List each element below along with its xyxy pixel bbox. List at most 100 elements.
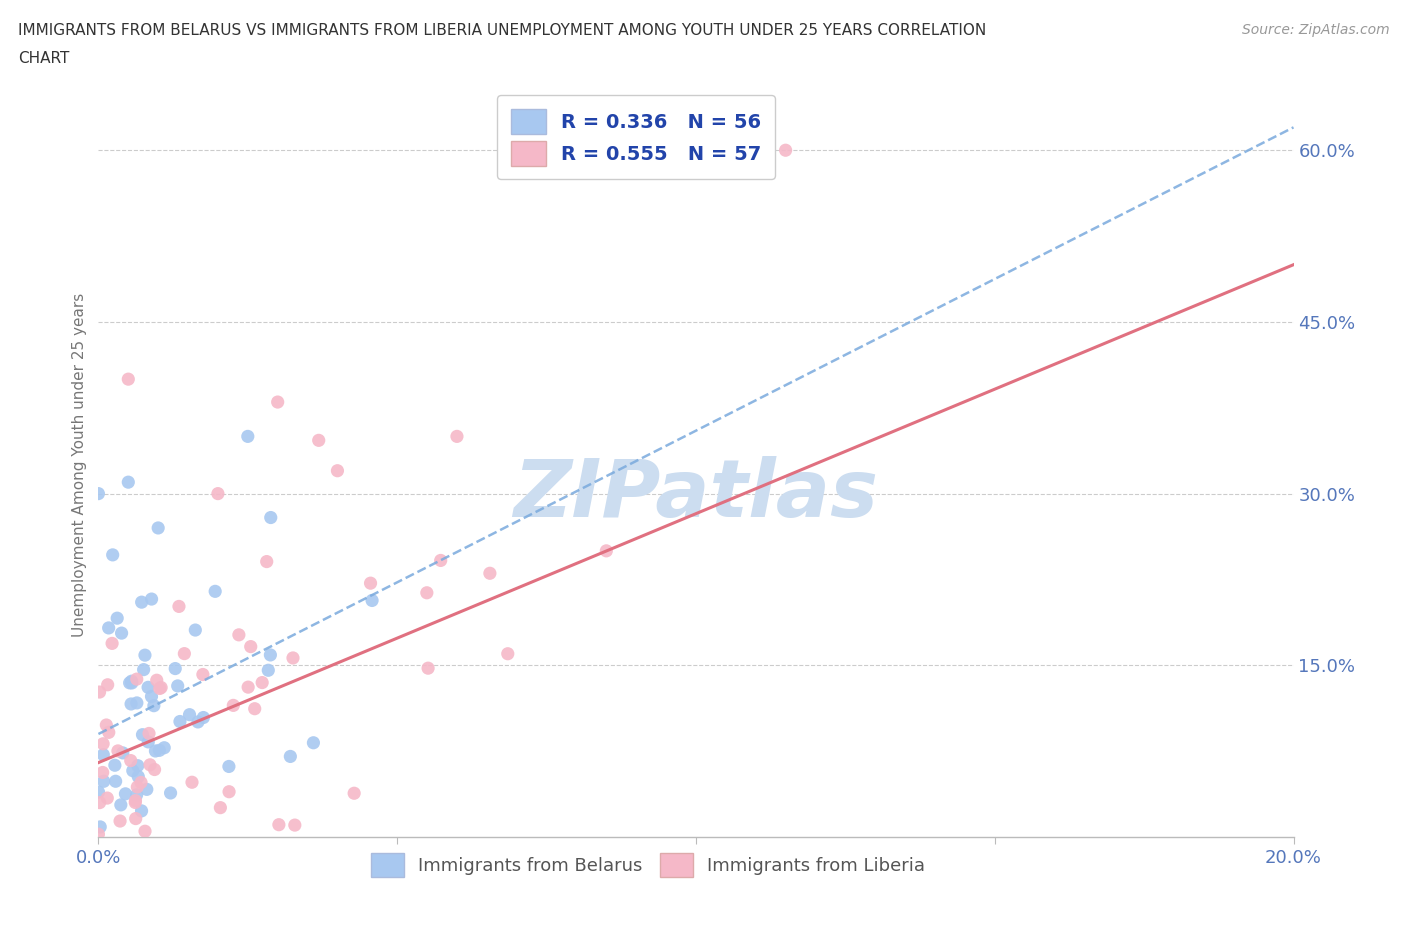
Point	[131, 727, 153, 742]
Point	[96, 790, 118, 805]
Point	[257, 663, 280, 678]
Point	[478, 565, 501, 580]
Point	[120, 697, 142, 711]
Point	[179, 707, 201, 722]
Point	[191, 667, 214, 682]
Point	[101, 636, 124, 651]
Point	[204, 584, 226, 599]
Point	[142, 698, 165, 713]
Point	[207, 486, 229, 501]
Point	[91, 765, 114, 780]
Point	[139, 757, 162, 772]
Point	[148, 743, 170, 758]
Point	[134, 824, 156, 839]
Point	[97, 724, 120, 739]
Point	[361, 593, 384, 608]
Point	[280, 749, 302, 764]
Point	[134, 647, 156, 662]
Point	[91, 737, 114, 751]
Point	[343, 786, 366, 801]
Point	[125, 788, 148, 803]
Point	[87, 785, 110, 800]
Point	[125, 671, 148, 686]
Point	[87, 827, 110, 842]
Point	[131, 594, 153, 609]
Point	[135, 782, 157, 797]
Point	[181, 775, 204, 790]
Point	[267, 394, 290, 409]
Point	[96, 718, 118, 733]
Point	[120, 753, 142, 768]
Text: CHART: CHART	[18, 51, 70, 66]
Point	[117, 372, 139, 387]
Point	[107, 743, 129, 758]
Point	[149, 681, 172, 696]
Point	[173, 646, 195, 661]
Point	[101, 548, 124, 563]
Point	[259, 647, 281, 662]
Point	[260, 510, 283, 525]
Point	[166, 679, 188, 694]
Point	[218, 759, 240, 774]
Point	[218, 784, 240, 799]
Point	[121, 675, 143, 690]
Point	[104, 758, 127, 773]
Point	[124, 795, 146, 810]
Point	[89, 684, 111, 699]
Point	[141, 591, 163, 606]
Point	[121, 673, 143, 688]
Point	[114, 787, 136, 802]
Y-axis label: Unemployment Among Youth under 25 years: Unemployment Among Youth under 25 years	[72, 293, 87, 637]
Point	[326, 463, 349, 478]
Point	[167, 599, 190, 614]
Point	[267, 817, 290, 832]
Point	[145, 744, 167, 759]
Point	[429, 553, 451, 568]
Point	[89, 795, 111, 810]
Point	[93, 774, 115, 789]
Point	[236, 429, 259, 444]
Point	[446, 429, 468, 444]
Point	[97, 620, 120, 635]
Point	[184, 622, 207, 637]
Point	[141, 689, 163, 704]
Point	[159, 786, 181, 801]
Point	[169, 714, 191, 729]
Point	[104, 774, 127, 789]
Point	[125, 696, 148, 711]
Point	[165, 661, 187, 676]
Point	[416, 660, 439, 675]
Text: IMMIGRANTS FROM BELARUS VS IMMIGRANTS FROM LIBERIA UNEMPLOYMENT AMONG YOUTH UNDE: IMMIGRANTS FROM BELARUS VS IMMIGRANTS FR…	[18, 23, 987, 38]
Point	[595, 543, 617, 558]
Point	[121, 764, 143, 778]
Point	[281, 650, 304, 665]
Point	[145, 672, 167, 687]
Point	[127, 779, 149, 794]
Point	[153, 740, 176, 755]
Point	[97, 677, 120, 692]
Point	[222, 698, 245, 712]
Text: Source: ZipAtlas.com: Source: ZipAtlas.com	[1241, 23, 1389, 37]
Point	[136, 735, 159, 750]
Point	[209, 800, 232, 815]
Point	[239, 639, 262, 654]
Point	[256, 554, 278, 569]
Point	[118, 675, 141, 690]
Point	[111, 746, 134, 761]
Point	[775, 143, 797, 158]
Point	[308, 432, 330, 447]
Point	[360, 576, 382, 591]
Point	[138, 726, 160, 741]
Point	[302, 736, 325, 751]
Point	[243, 701, 266, 716]
Point	[127, 758, 149, 773]
Point	[87, 486, 110, 501]
Point	[193, 711, 215, 725]
Point	[416, 585, 439, 600]
Point	[228, 628, 250, 643]
Point	[250, 675, 273, 690]
Point	[110, 797, 132, 812]
Point	[127, 769, 149, 784]
Point	[91, 748, 114, 763]
Point	[236, 680, 259, 695]
